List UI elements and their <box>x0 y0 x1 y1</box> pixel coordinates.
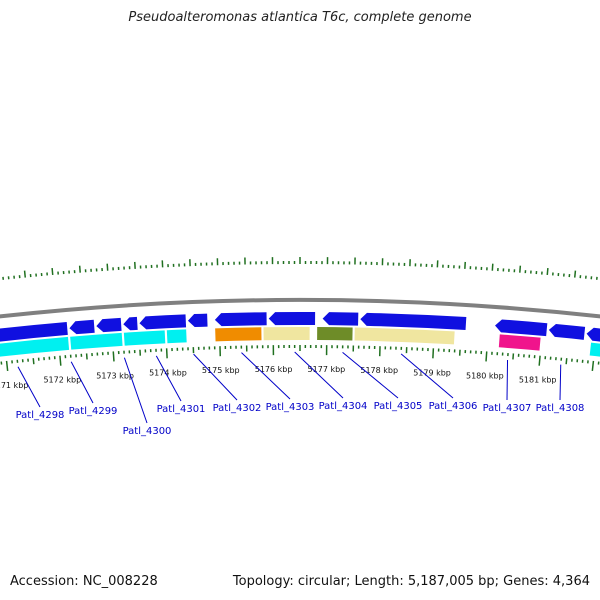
forward-cds-feature[interactable] <box>495 319 548 337</box>
reverse-cds-track <box>0 327 600 359</box>
forward-cds-feature[interactable] <box>69 319 95 335</box>
inner-tick <box>112 351 115 362</box>
kbp-tick-label: 5181 kbp <box>519 376 557 385</box>
kbp-tick-label: 5174 kbp <box>149 368 187 377</box>
reverse-cds-feature[interactable] <box>166 329 187 344</box>
gene-leader-line <box>400 353 454 399</box>
reverse-cds-feature[interactable] <box>589 342 600 359</box>
gene-label[interactable]: Patl_4308 <box>536 403 585 414</box>
gene-labels: Patl_4298 Patl_4299 Patl_4300 Patl_4301 Patl… <box>16 351 585 437</box>
forward-cds-track <box>0 312 600 344</box>
kbp-labels: 5171 kbp 5172 kbp 5173 kbp 5174 kbp 5175 kbp… <box>0 365 557 390</box>
kbp-tick-label: 5172 kbp <box>43 376 81 385</box>
outer-tick <box>78 265 81 273</box>
gene-label[interactable]: Patl_4299 <box>69 406 118 417</box>
gene-label[interactable]: Patl_4307 <box>483 403 532 414</box>
forward-cds-feature[interactable] <box>123 316 138 331</box>
gene-label[interactable]: Patl_4305 <box>374 401 423 412</box>
kbp-tick-label: 5178 kbp <box>360 366 398 375</box>
forward-cds-feature[interactable] <box>360 312 467 331</box>
gene-label[interactable]: Patl_4306 <box>429 401 478 412</box>
forward-cds-feature[interactable] <box>586 327 600 344</box>
outer-tick <box>23 270 27 278</box>
gene-label[interactable]: Patl_4304 <box>319 401 368 412</box>
inner-tick <box>59 355 62 366</box>
inner-tick <box>565 358 568 365</box>
gene-leader-line <box>193 353 238 401</box>
forward-cds-feature[interactable] <box>268 312 316 326</box>
kbp-tick-label: 5177 kbp <box>308 365 346 374</box>
gene-leader-line <box>70 361 94 404</box>
forward-cds-feature[interactable] <box>0 321 68 343</box>
inner-tick <box>538 355 541 366</box>
gene-leader-line <box>294 351 344 399</box>
gene-leader-line <box>559 364 562 401</box>
inner-tick <box>5 360 9 371</box>
reverse-cds-feature[interactable] <box>123 330 166 346</box>
accession-text: Accession: NC_008228 <box>10 574 158 589</box>
forward-cds-feature[interactable] <box>139 314 187 330</box>
inner-ticks <box>0 345 600 371</box>
outer-tick <box>573 270 577 278</box>
forward-cds-feature[interactable] <box>548 323 586 340</box>
map-title: Pseudoalteromonas atlantica T6c, complet… <box>128 10 472 25</box>
reverse-cds-feature[interactable] <box>498 334 541 351</box>
genome-backbone <box>0 298 600 319</box>
inner-tick <box>32 358 35 365</box>
reverse-cds-feature[interactable] <box>70 332 123 350</box>
inner-tick <box>485 351 488 362</box>
gene-leader-line <box>155 355 182 402</box>
reverse-cds-feature[interactable] <box>0 336 70 358</box>
kbp-tick-label: 5173 kbp <box>96 371 134 380</box>
kbp-tick-label: 5180 kbp <box>466 371 504 380</box>
reverse-cds-feature[interactable] <box>263 327 310 341</box>
reverse-cds-feature[interactable] <box>317 327 353 341</box>
gene-leader-line <box>241 352 291 400</box>
kbp-tick-label: 5179 kbp <box>413 368 451 377</box>
gene-label[interactable]: Patl_4302 <box>213 403 262 414</box>
outer-tick <box>51 267 54 276</box>
forward-cds-feature[interactable] <box>322 312 359 326</box>
inner-tick <box>591 360 595 371</box>
forward-cds-feature[interactable] <box>96 317 122 333</box>
forward-cds-feature[interactable] <box>214 312 267 327</box>
gene-label[interactable]: Patl_4298 <box>16 410 65 421</box>
gene-leader-line <box>506 359 509 401</box>
outer-tick <box>546 267 549 276</box>
gene-leader-line <box>342 351 399 399</box>
reverse-cds-feature[interactable] <box>215 327 262 342</box>
outer-tick <box>519 265 522 273</box>
gene-label[interactable]: Patl_4301 <box>157 404 206 415</box>
kbp-tick-label: 5176 kbp <box>255 365 293 374</box>
kbp-tick-label: 5171 kbp <box>0 381 28 390</box>
forward-cds-feature[interactable] <box>187 313 208 328</box>
gene-leader-line <box>17 366 41 408</box>
reverse-cds-feature[interactable] <box>354 327 455 345</box>
genome-summary-text: Topology: circular; Length: 5,187,005 bp… <box>232 574 590 589</box>
gene-leader-line <box>123 357 148 424</box>
outer-ticks <box>2 257 598 280</box>
gene-label[interactable]: Patl_4303 <box>266 402 315 413</box>
kbp-tick-label: 5175 kbp <box>202 366 240 375</box>
gene-label[interactable]: Patl_4300 <box>123 426 172 437</box>
